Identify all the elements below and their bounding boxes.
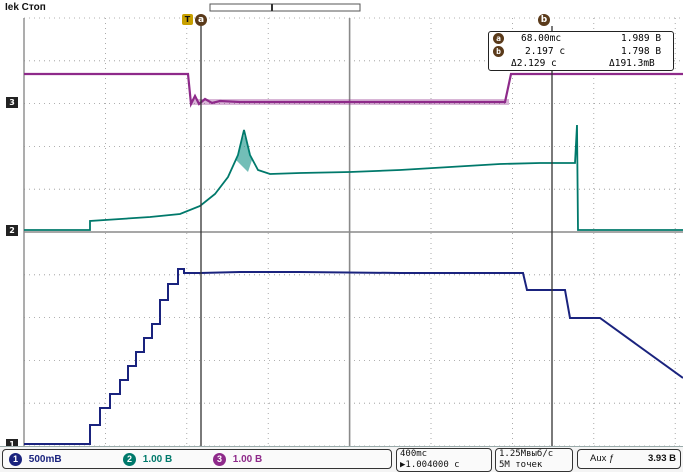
readout-b-time: 2.197 c [525,46,566,57]
readout-delta-time: Δ2.129 c [511,58,557,69]
readout-a-badge: a [493,33,504,44]
ch2-trace [24,124,683,231]
readout-delta-value: Δ191.3mB [609,58,655,69]
ch3-ground-marker[interactable]: 3 [6,97,18,108]
ch2-badge: 2 [123,453,136,466]
sample-rate: 1.25Mвыб/с [499,449,554,459]
trigger-position-marker[interactable]: T [182,14,193,25]
readout-b-badge: b [493,46,504,57]
trigger-source: Aux ƒ [590,453,615,464]
timebase-value: 400mc [400,449,428,459]
ch3-badge: 3 [213,453,226,466]
record-length: 5M точек [499,460,543,470]
trigger-panel[interactable]: Aux ƒ 3.93 B [577,449,681,469]
ch1-badge: 1 [9,453,22,466]
ch2-ground-marker[interactable]: 2 [6,225,18,236]
ch3-noise-band [191,99,509,105]
readout-b-value: 1.798 B [621,46,662,57]
ch2-scale: 1.00 B [142,454,173,465]
cursor-a-badge[interactable]: a [195,14,207,26]
readout-a-time: 68.00mc [521,33,562,44]
ch1-ground-marker[interactable]: 1 [6,439,18,450]
timebase-panel[interactable]: 400mc ▶1.004000 c [396,448,492,472]
vertical-settings-panel[interactable]: 1 500mB 2 1.00 B 3 1.00 B [2,449,392,469]
ch1-scale: 500mB [28,454,62,465]
ch1-trace [24,268,683,445]
trigger-position-value: ▶1.004000 c [400,460,460,470]
cursor-b-badge[interactable]: b [538,14,550,26]
graticule [23,17,683,447]
acquisition-panel[interactable]: 1.25Mвыб/с 5M точек [495,448,573,472]
record-position-bar[interactable] [209,3,361,12]
ch2-spike-fill [236,135,252,172]
trigger-level: 3.93 B [648,453,676,464]
ch3-trace [24,72,683,108]
readout-a-value: 1.989 B [621,33,662,44]
cursor-readout: a 68.00mc 1.989 B b 2.197 c 1.798 B Δ2.1… [488,31,674,71]
ch3-scale: 1.00 B [232,454,263,465]
acquisition-state: Iek Стоп [5,2,46,13]
status-bar: 1 500mB 2 1.00 B 3 1.00 B 400mc ▶1.00400… [0,446,683,472]
